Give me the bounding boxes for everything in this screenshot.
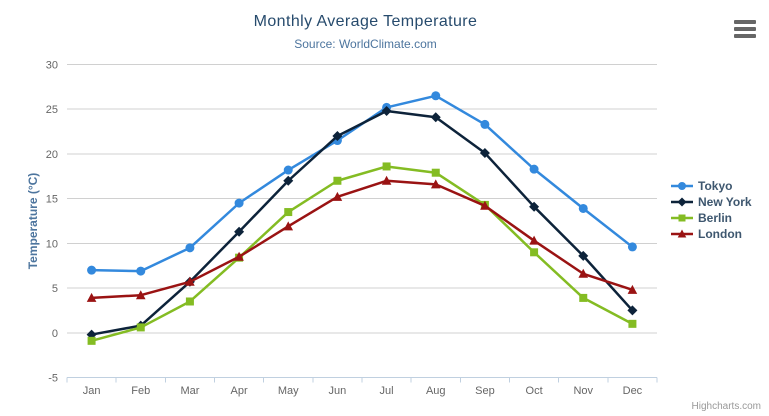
x-tick-label: Jan: [83, 385, 101, 397]
point-london-Mar[interactable]: [185, 276, 195, 286]
hamburger-icon: [734, 34, 756, 38]
y-tick-label: 0: [52, 328, 58, 340]
point-new-york-Dec[interactable]: [627, 305, 638, 316]
point-tokyo-Dec[interactable]: [627, 242, 637, 252]
legend-item-berlin[interactable]: Berlin: [671, 210, 752, 226]
legend-item-tokyo[interactable]: Tokyo: [671, 178, 752, 194]
x-tick-label: Apr: [231, 385, 248, 397]
point-london-May[interactable]: [283, 221, 294, 231]
point-tokyo-May[interactable]: [283, 165, 293, 175]
x-tick-label: Dec: [623, 385, 643, 397]
legend-item-london[interactable]: London: [671, 226, 752, 242]
point-berlin-Oct[interactable]: [530, 248, 539, 257]
y-tick-label: 15: [46, 194, 58, 206]
point-london-Dec[interactable]: [627, 284, 638, 294]
point-new-york-Sep[interactable]: [479, 148, 490, 159]
point-new-york-Apr[interactable]: [234, 226, 245, 237]
y-tick-label: 10: [46, 238, 58, 250]
point-new-york-Oct[interactable]: [529, 201, 540, 212]
y-tick-label: 20: [46, 149, 58, 161]
x-axis: [66, 377, 658, 383]
point-london-Apr[interactable]: [234, 251, 244, 261]
point-london-Nov[interactable]: [578, 268, 589, 278]
circle-marker-icon: [671, 182, 693, 190]
chart-title: Monthly Average Temperature: [253, 13, 478, 30]
point-tokyo-Jan[interactable]: [87, 265, 97, 275]
x-tick-label: Jun: [329, 385, 347, 397]
point-berlin-Aug[interactable]: [431, 168, 440, 177]
hamburger-icon: [734, 27, 756, 31]
point-london-Jun[interactable]: [332, 191, 343, 201]
x-tick-label: Nov: [573, 385, 593, 397]
point-tokyo-Apr[interactable]: [234, 198, 244, 208]
y-tick-label: 5: [52, 283, 58, 295]
x-tick-label: Feb: [131, 385, 150, 397]
point-tokyo-Aug[interactable]: [431, 91, 441, 101]
point-new-york-Jun[interactable]: [332, 131, 343, 142]
point-berlin-Feb[interactable]: [136, 323, 145, 332]
legend-label: Berlin: [698, 211, 733, 225]
legend-label: New York: [698, 195, 752, 209]
point-berlin-Jul[interactable]: [382, 162, 391, 171]
y-axis-labels: -5 0 5 10 15 20 25 30: [46, 60, 58, 385]
point-tokyo-Sep[interactable]: [480, 119, 490, 129]
triangle-marker-icon: [671, 229, 693, 238]
x-tick-label: Mar: [180, 385, 199, 397]
point-new-york-Jul[interactable]: [381, 106, 392, 117]
point-london-Jul[interactable]: [381, 175, 392, 185]
series-london[interactable]: [86, 175, 638, 302]
point-berlin-Dec[interactable]: [628, 319, 637, 328]
export-menu-button[interactable]: [734, 20, 756, 38]
point-tokyo-Oct[interactable]: [529, 164, 539, 174]
square-marker-icon: [671, 214, 693, 222]
diamond-marker-icon: [671, 197, 693, 207]
legend-item-new-york[interactable]: New York: [671, 194, 752, 210]
legend-label: London: [698, 227, 742, 241]
point-berlin-Jun[interactable]: [333, 176, 342, 185]
legend: Tokyo New York Berlin London: [671, 178, 752, 242]
x-tick-label: May: [278, 385, 299, 397]
series-tokyo[interactable]: [87, 91, 637, 276]
grid-lines: [67, 64, 657, 334]
chart-subtitle: Source: WorldClimate.com: [294, 37, 437, 51]
hamburger-icon: [734, 20, 756, 24]
y-tick-label: -5: [48, 373, 58, 385]
point-berlin-Nov[interactable]: [579, 293, 588, 302]
series-new-york[interactable]: [86, 106, 638, 340]
point-new-york-Nov[interactable]: [578, 250, 589, 261]
x-tick-label: Jul: [380, 385, 394, 397]
point-berlin-Jan[interactable]: [87, 336, 96, 345]
point-new-york-May[interactable]: [283, 175, 294, 186]
x-tick-label: Oct: [526, 385, 543, 397]
highcharts-credit-link[interactable]: Highcharts.com: [691, 401, 761, 412]
x-tick-label: Aug: [426, 385, 446, 397]
y-axis-title: Temperature (°C): [26, 172, 40, 270]
x-axis-labels: Jan Feb Mar Apr May Jun Jul Aug Sep Oct Nov Dec: [83, 385, 643, 397]
point-berlin-Mar[interactable]: [185, 297, 194, 306]
point-tokyo-Feb[interactable]: [136, 266, 146, 276]
point-london-Aug[interactable]: [430, 179, 441, 189]
point-tokyo-Nov[interactable]: [578, 203, 588, 213]
point-berlin-May[interactable]: [284, 208, 293, 217]
point-tokyo-Mar[interactable]: [185, 243, 195, 253]
x-tick-label: Sep: [475, 385, 495, 397]
point-london-Feb[interactable]: [135, 290, 146, 300]
point-london-Oct[interactable]: [529, 235, 539, 245]
y-tick-label: 25: [46, 104, 58, 116]
y-tick-label: 30: [46, 60, 58, 72]
point-london-Jan[interactable]: [86, 292, 97, 302]
legend-label: Tokyo: [698, 179, 733, 193]
point-london-Sep[interactable]: [480, 200, 490, 210]
point-new-york-Aug[interactable]: [430, 112, 441, 123]
